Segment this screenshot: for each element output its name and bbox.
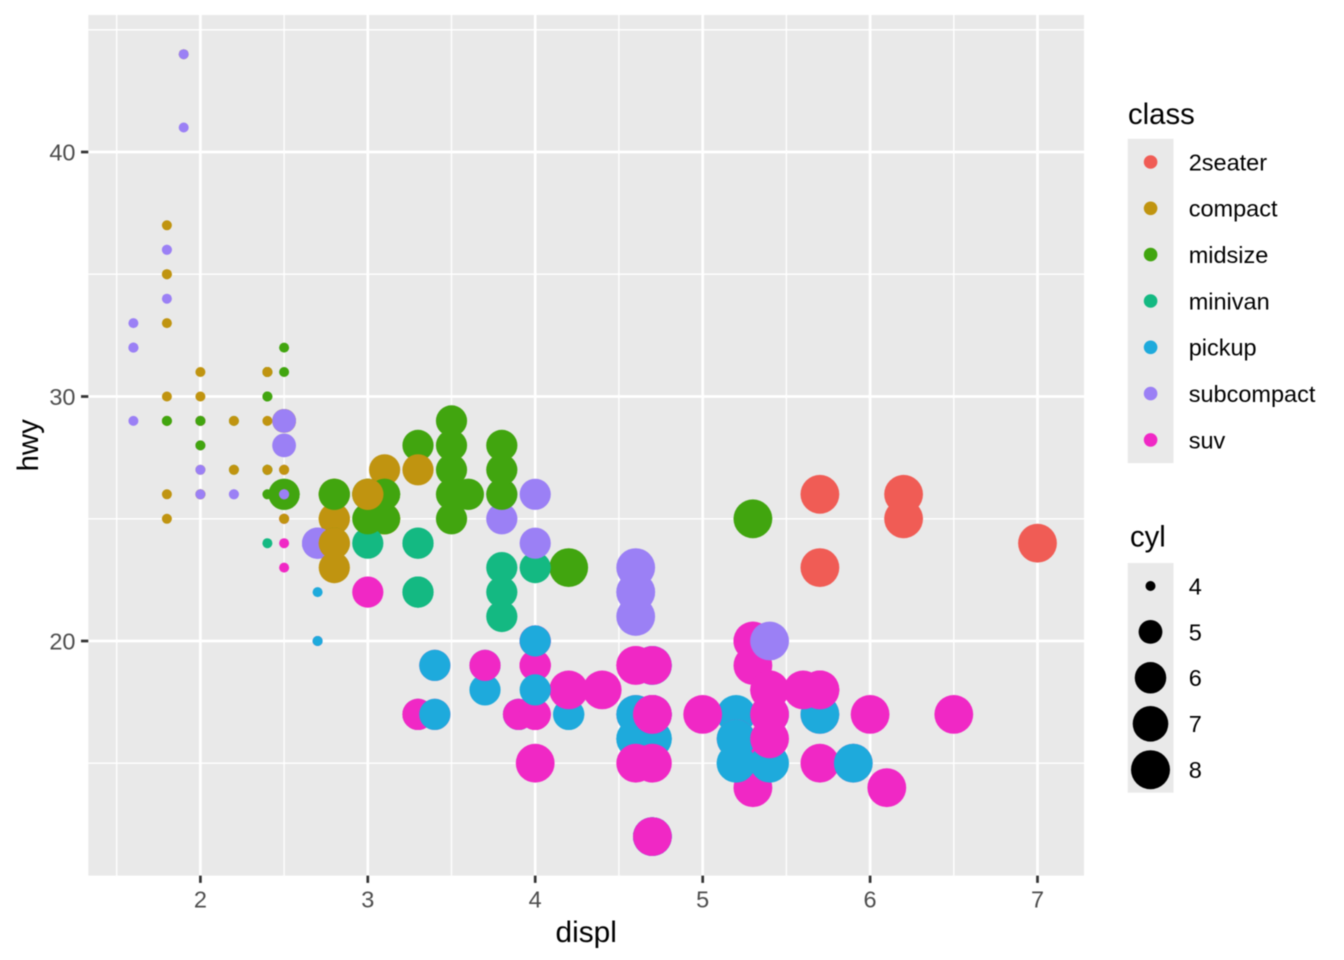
svg-text:class: class	[1128, 98, 1195, 131]
svg-text:7: 7	[1189, 711, 1202, 737]
svg-text:8: 8	[1189, 757, 1202, 783]
svg-text:subcompact: subcompact	[1189, 381, 1316, 407]
svg-text:2seater: 2seater	[1189, 149, 1268, 175]
svg-text:4: 4	[529, 887, 542, 913]
svg-text:6: 6	[1189, 665, 1202, 691]
svg-text:midsize: midsize	[1189, 242, 1269, 268]
svg-text:2: 2	[194, 887, 207, 913]
svg-text:5: 5	[696, 887, 709, 913]
svg-text:5: 5	[1189, 619, 1202, 645]
svg-text:6: 6	[864, 887, 877, 913]
svg-text:3: 3	[361, 887, 374, 913]
svg-text:30: 30	[49, 384, 75, 410]
svg-text:pickup: pickup	[1189, 335, 1257, 361]
svg-text:suv: suv	[1189, 427, 1226, 453]
svg-text:minivan: minivan	[1189, 288, 1270, 314]
svg-text:40: 40	[49, 139, 75, 165]
svg-text:hwy: hwy	[12, 419, 45, 471]
svg-text:cyl: cyl	[1130, 521, 1166, 554]
svg-text:displ: displ	[556, 916, 617, 949]
svg-text:4: 4	[1189, 573, 1202, 599]
svg-text:compact: compact	[1189, 196, 1278, 222]
svg-text:20: 20	[49, 628, 75, 654]
svg-text:7: 7	[1031, 887, 1044, 913]
